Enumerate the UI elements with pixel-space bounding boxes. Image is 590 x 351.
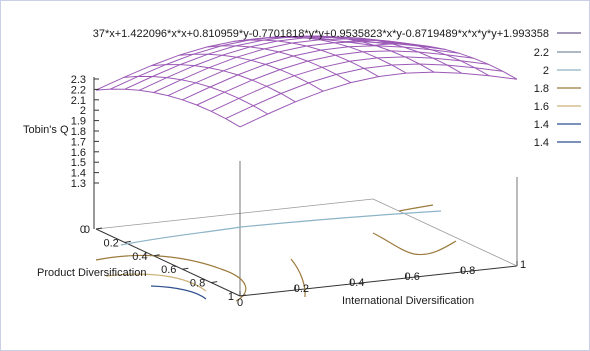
x-axis-line: [239, 265, 518, 297]
z-axis-label: Tobin's Q: [23, 124, 69, 136]
mesh-line-y: [138, 36, 417, 91]
z-tick-label: 2: [80, 105, 86, 117]
axes: [93, 77, 518, 297]
contour-line-1-8: [95, 254, 247, 302]
x-tick-label: 1: [520, 259, 526, 271]
y-tick-mark: [95, 227, 103, 230]
y-tick-label: 0: [84, 224, 90, 236]
x-tick-label: 0.4: [349, 277, 364, 289]
function-label: 37*x+1.422096*x*x+0.810959*y-0.7701818*y…: [93, 28, 549, 40]
legend-label: 1.8: [534, 83, 549, 95]
x-tick-label: 0.8: [460, 265, 475, 277]
y-tick-mark: [153, 254, 160, 257]
y-tick-mark: [124, 240, 131, 243]
legend-label: 1.4: [534, 137, 549, 149]
z-tick-label: 2.1: [71, 95, 86, 107]
x-tick-label: 0.2: [294, 283, 309, 295]
base-contours: [95, 204, 457, 302]
z-tick-label: 1.9: [71, 116, 86, 128]
z-tick-label: 2.3: [71, 74, 86, 86]
y-axis-label: Product Diversification: [37, 267, 146, 279]
z-tick-label: 1.6: [71, 147, 86, 159]
mesh-line-y: [196, 50, 474, 106]
y-tick-mark: [182, 267, 189, 270]
mesh-line-y: [110, 35, 388, 90]
contour-line-1-6: [105, 273, 207, 292]
z-tick-label: 1.7: [71, 136, 86, 148]
z-tick-label: 1.4: [71, 168, 86, 180]
y-tick-label: 0.8: [190, 278, 205, 290]
mesh-line-y: [95, 36, 374, 91]
contour-line-1-8-right: [372, 232, 457, 256]
z-tick-label: 0: [80, 224, 86, 236]
y-tick-mark: [211, 281, 218, 284]
y-tick-mark: [239, 294, 247, 297]
legend-label: 1.4: [534, 119, 549, 131]
mesh-line-y: [239, 71, 518, 128]
z-tick-label: 1.8: [71, 126, 86, 138]
back-edge-line: [95, 198, 374, 230]
z-tick-label: 2.2: [71, 84, 86, 96]
y-tick-label: 0.4: [132, 251, 147, 263]
x-tick-label: 0: [237, 297, 243, 309]
contour-line-2: [120, 210, 442, 246]
x-tick-label: 0.6: [405, 271, 420, 283]
mesh-line-y: [182, 45, 460, 101]
surface-mesh: [95, 35, 518, 128]
mesh-line-y: [167, 41, 446, 97]
x-axis-label: International Diversification: [342, 295, 474, 307]
legend-label: 1.6: [534, 101, 549, 113]
contour-line-1-4: [150, 285, 207, 300]
mesh-line-y: [124, 35, 402, 90]
y-tick-label: 1: [228, 291, 234, 303]
z-tick-label: 1.5: [71, 157, 86, 169]
legend-label: 2: [543, 65, 549, 77]
legend-label: 2.2: [534, 47, 549, 59]
mesh-line-y: [210, 56, 489, 112]
y-tick-label: 0.6: [161, 264, 176, 276]
right-edge-line: [372, 198, 518, 267]
z-tick-label: 1.3: [71, 178, 86, 190]
y-axis-line: [95, 228, 241, 297]
contour-line-2-right: [290, 258, 306, 298]
legend: 2.2 2 1.8 1.6 1.4 1.4: [534, 32, 581, 149]
mesh-line-y: [225, 63, 503, 120]
contour-line-2-right-b: [398, 204, 434, 212]
y-tick-label: 0.2: [104, 237, 119, 249]
